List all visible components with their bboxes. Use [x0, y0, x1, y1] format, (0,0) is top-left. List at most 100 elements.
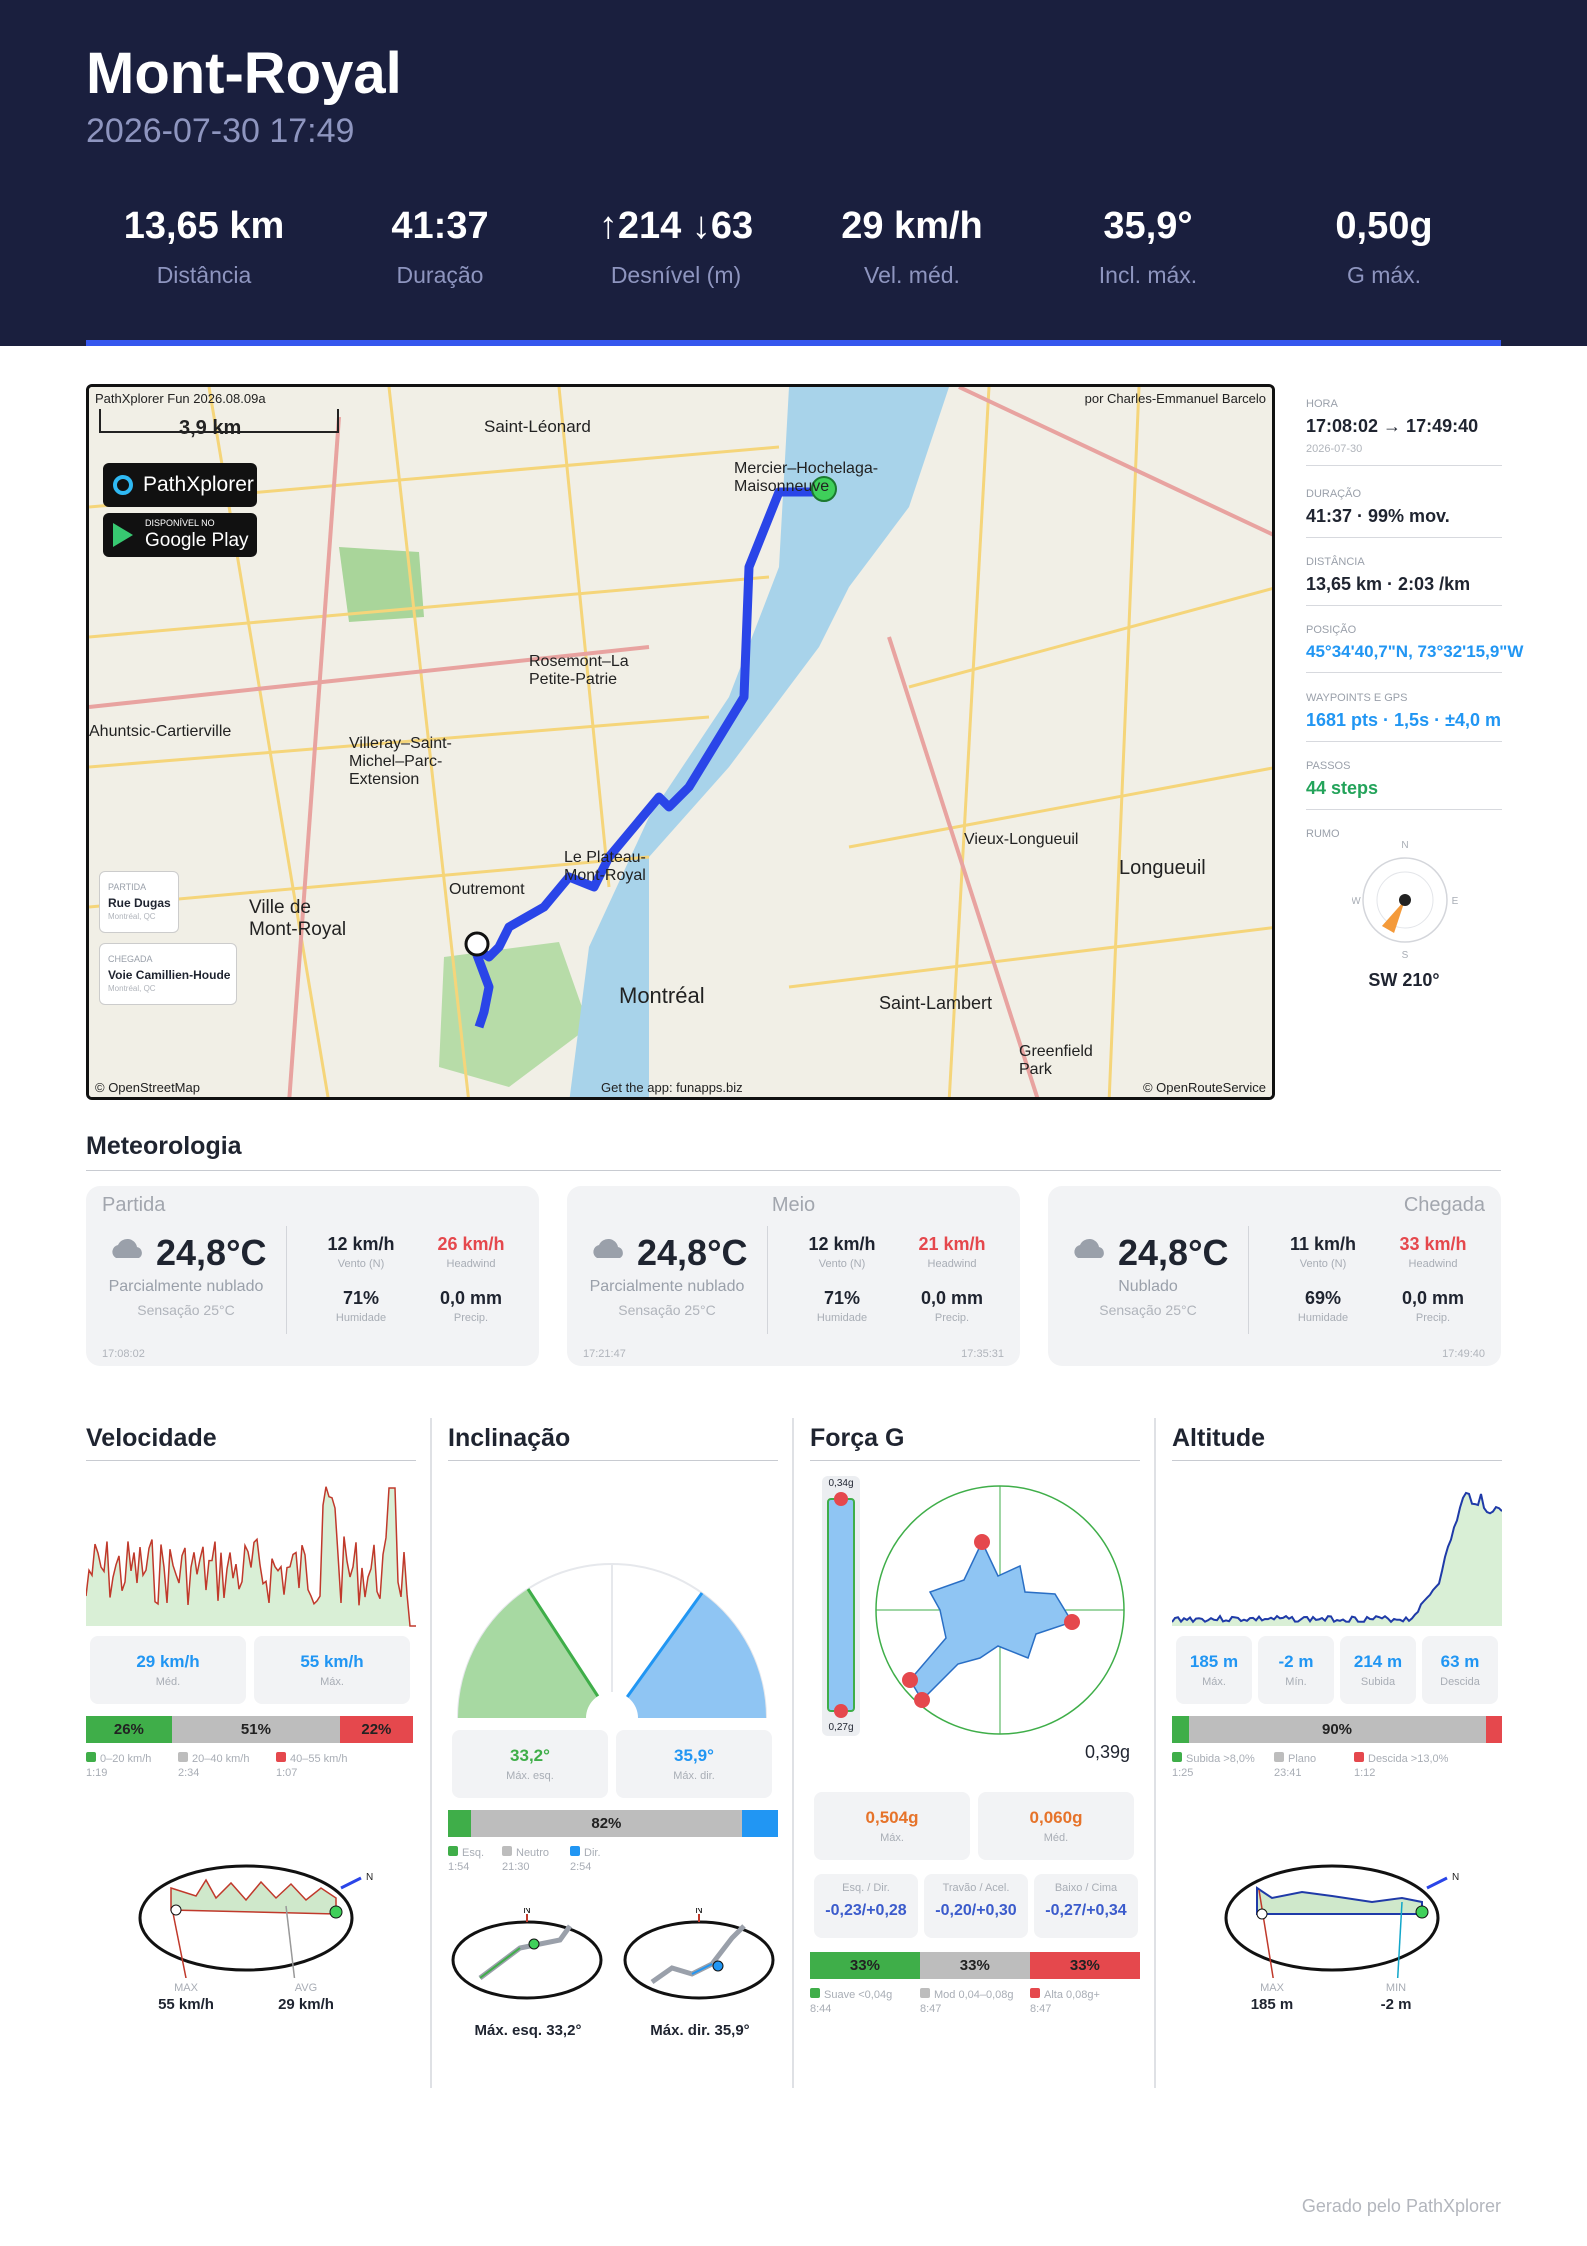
altitude-mini-max-label: MAX 185 m	[1250, 1982, 1294, 2013]
altitude-legend-flat: Plano 23:41	[1274, 1752, 1317, 1779]
end-label-card: CHEGADA Voie Camillien-Houde Montréal, Q…	[99, 943, 237, 1005]
gforce-distribution-bar: 33% 33% 33%	[810, 1952, 1140, 1979]
footer-credit: Gerado pelo PathXplorer	[1301, 2196, 1501, 2216]
map-place: Outremont	[449, 881, 525, 898]
speed-mini-max-label: MAX 55 km/h	[158, 1982, 214, 2013]
incline-mini-right-label: Máx. dir. 35,9°	[650, 2022, 750, 2039]
distribution-segment: 33%	[1029, 1952, 1140, 1979]
map-version-label: PathXplorer Fun 2026.08.09a	[95, 391, 266, 406]
svg-text:W: W	[1352, 896, 1361, 907]
speed-avg-box: 29 km/h Méd.	[90, 1636, 246, 1704]
map-place: Rosemont–La Petite-Patrie	[529, 653, 629, 688]
ors-credit[interactable]: © OpenRouteService	[1142, 1080, 1266, 1095]
route-datetime: 2026-07-30 17:49	[86, 112, 355, 150]
map-place: Villeray–Saint-Michel–Parc-Extension	[349, 735, 452, 788]
incline-left-mini-map: N	[451, 1908, 603, 2000]
google-play-badge[interactable]: DISPONÍVEL NO Google Play	[103, 513, 257, 557]
svg-text:S: S	[1402, 950, 1409, 961]
distribution-segment	[741, 1810, 778, 1837]
app-link-credit[interactable]: Get the app: funapps.biz	[601, 1080, 743, 1095]
map-place: Saint-Lambert	[879, 993, 993, 1013]
detail-time: HORA 17:08:02 → 17:49:40 2026-07-30	[1306, 398, 1502, 466]
map-place: Ville de Mont-Royal	[249, 897, 347, 940]
distribution-segment: 51%	[171, 1716, 341, 1743]
speed-legend-low: 0–20 km/h 1:19	[86, 1752, 152, 1779]
map-author: por Charles-Emmanuel Barcelo	[1084, 391, 1266, 406]
gforce-radar-chart	[875, 1485, 1125, 1735]
altitude-legend-climb: Subida >8,0% 1:25	[1172, 1752, 1255, 1779]
panel-separator	[1154, 1418, 1156, 2088]
gforce-legend-mod: Mod 0,04–0,08g 8:47	[920, 1988, 1014, 2015]
speed-chart	[86, 1486, 416, 1627]
start-label-card: PARTIDA Rue Dugas Montréal, QC	[99, 871, 179, 933]
altitude-panel: Altitude 185 m Máx. -2 m Mín. 214 m Subida …	[1172, 1418, 1502, 2088]
detail-position[interactable]: POSIÇÃO 45°34'40,7"N, 73°32'15,9"W	[1306, 624, 1536, 673]
map-highways	[89, 387, 1272, 1097]
incline-right-mini-map: N	[623, 1908, 775, 2000]
finish-marker	[464, 931, 490, 957]
gforce-current-value: 0,39g	[1084, 1742, 1130, 1762]
altitude-min-box: -2 m Mín.	[1258, 1636, 1334, 1704]
gforce-axis-vertical: Baixo / Cima -0,27/+0,34	[1034, 1874, 1138, 1938]
play-store-icon	[113, 523, 133, 547]
heading-compass: N S E W	[1352, 840, 1458, 961]
map-place: Saint-Léonard	[484, 417, 591, 436]
route-map[interactable]: PathXplorer Fun 2026.08.09a 3,9 km por C…	[86, 384, 1275, 1100]
altitude-climb-box: 214 m Subida	[1340, 1636, 1416, 1704]
detail-distance: DISTÂNCIA 13,65 km · 2:03 /km	[1306, 556, 1502, 606]
stat-max-g: 0,50g G máx.	[1335, 205, 1433, 288]
incline-legend-left: Esq. 1:54	[448, 1846, 485, 1873]
distribution-segment: 82%	[471, 1810, 742, 1837]
start-marker	[811, 476, 837, 502]
weather-title: Meteorologia	[86, 1132, 242, 1160]
weather-card-end: Chegada 24,8°C Nublado Sensação 25°C 11 …	[1048, 1186, 1501, 1366]
weather-card-start: Partida 24,8°C Parcialmente nublado Sens…	[86, 1186, 539, 1366]
pathxplorer-badge[interactable]: PathXplorer	[103, 463, 257, 507]
incline-legend-neutral: Neutro 21:30	[502, 1846, 550, 1873]
svg-text:N: N	[1401, 840, 1408, 851]
svg-text:N: N	[523, 1908, 530, 1916]
altitude-max-box: 185 m Máx.	[1176, 1636, 1252, 1704]
altitude-mini-map: N	[1224, 1864, 1459, 1978]
incline-distribution-bar: 82%	[448, 1810, 778, 1837]
map-river	[569, 387, 909, 1097]
gforce-avg-box: 0,060g Méd.	[978, 1792, 1134, 1860]
altitude-mini-min-label: MIN -2 m	[1380, 1982, 1412, 2013]
weather-divider	[86, 1170, 1501, 1171]
speed-mini-map: N	[138, 1864, 373, 1978]
incline-left-box: 33,2° Máx. esq.	[452, 1730, 608, 1798]
detail-duration: DURAÇÃO 41:37 · 99% mov.	[1306, 488, 1502, 538]
distribution-segment	[1485, 1716, 1502, 1743]
incline-panel: Inclinação 33,2° Máx. esq. 35,9° Máx. dir.…	[448, 1418, 778, 2088]
svg-text:N: N	[695, 1908, 702, 1916]
map-place: Longueuil	[1119, 857, 1206, 879]
speed-max-box: 55 km/h Máx.	[254, 1636, 410, 1704]
distribution-segment: 22%	[340, 1716, 413, 1743]
distribution-segment: 26%	[86, 1716, 172, 1743]
gforce-axis-longitudinal: Travão / Acel. -0,20/+0,30	[924, 1874, 1028, 1938]
map-scale-label: 3,9 km	[179, 417, 242, 439]
map-place: Le Plateau-Mont-Royal	[564, 849, 646, 884]
speed-legend-high: 40–55 km/h 1:07	[276, 1752, 348, 1779]
route-title: Mont-Royal	[86, 41, 402, 106]
distribution-segment	[1172, 1716, 1189, 1743]
report-header: Mont-Royal 2026-07-30 17:49 13,65 km Dist…	[0, 0, 1587, 346]
map-scale-bar	[99, 409, 339, 433]
heading-needle	[1381, 900, 1405, 933]
speed-legend-mid: 20–40 km/h 2:34	[178, 1752, 250, 1779]
svg-text:N: N	[366, 1872, 373, 1883]
gforce-max-box: 0,504g Máx.	[814, 1792, 970, 1860]
heading-value: SW 210°	[1368, 970, 1440, 990]
distribution-segment: 90%	[1188, 1716, 1486, 1743]
incline-gauge	[457, 1563, 767, 1728]
header-accent-bar	[86, 340, 1501, 346]
svg-text:E: E	[1452, 896, 1458, 907]
distribution-segment: 33%	[919, 1952, 1030, 1979]
map-park	[339, 547, 424, 622]
app-logo-icon	[113, 475, 133, 495]
stat-max-incline: 35,9° Incl. máx.	[1098, 205, 1198, 288]
osm-credit[interactable]: © OpenStreetMap	[95, 1080, 200, 1095]
speed-panel: Velocidade 29 km/h Méd. 55 km/h Máx. 26% 51…	[86, 1418, 416, 2088]
incline-mini-left-label: Máx. esq. 33,2°	[474, 2022, 582, 2039]
distribution-segment: 33%	[810, 1952, 920, 1979]
